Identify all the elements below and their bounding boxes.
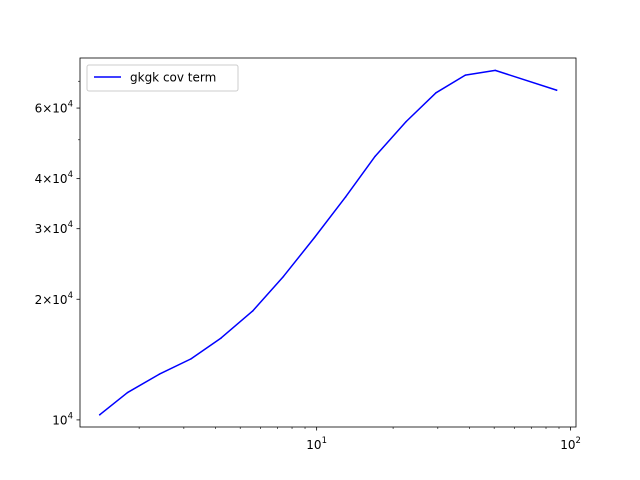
data-point (190, 358, 192, 360)
data-point (158, 373, 160, 375)
data-point (313, 236, 316, 239)
legend-box (86, 64, 239, 92)
x-tick-label: 102 (560, 436, 581, 452)
y-tick-labels: 104 2×104 3×104 4×104 6×104 (35, 100, 73, 428)
data-point (344, 196, 347, 198)
plot-frame (79, 57, 577, 428)
major-ticks (76, 107, 572, 431)
data-point (464, 74, 467, 76)
data-point (374, 155, 376, 157)
data-point (494, 69, 497, 72)
legend-label: gkgk cov term (130, 71, 216, 85)
data-point (126, 391, 129, 394)
x-tick-label: 101 (306, 436, 327, 452)
legend: gkgk cov term (86, 64, 239, 92)
series-layer (98, 69, 558, 416)
x-tick-labels: 101 102 (306, 436, 581, 452)
data-point (555, 89, 558, 91)
data-point (251, 310, 254, 312)
y-tick-label: 4×104 (35, 170, 73, 186)
data-point (220, 337, 222, 339)
data-point (99, 414, 101, 416)
y-tick-label: 3×104 (35, 220, 73, 236)
plot-area (80, 58, 576, 427)
y-tick-label: 104 (52, 411, 73, 427)
data-point (435, 92, 437, 94)
data-point (405, 120, 407, 123)
y-tick-label: 6×104 (35, 100, 73, 116)
y-tick-label: 2×104 (35, 291, 73, 307)
data-point (282, 275, 285, 278)
